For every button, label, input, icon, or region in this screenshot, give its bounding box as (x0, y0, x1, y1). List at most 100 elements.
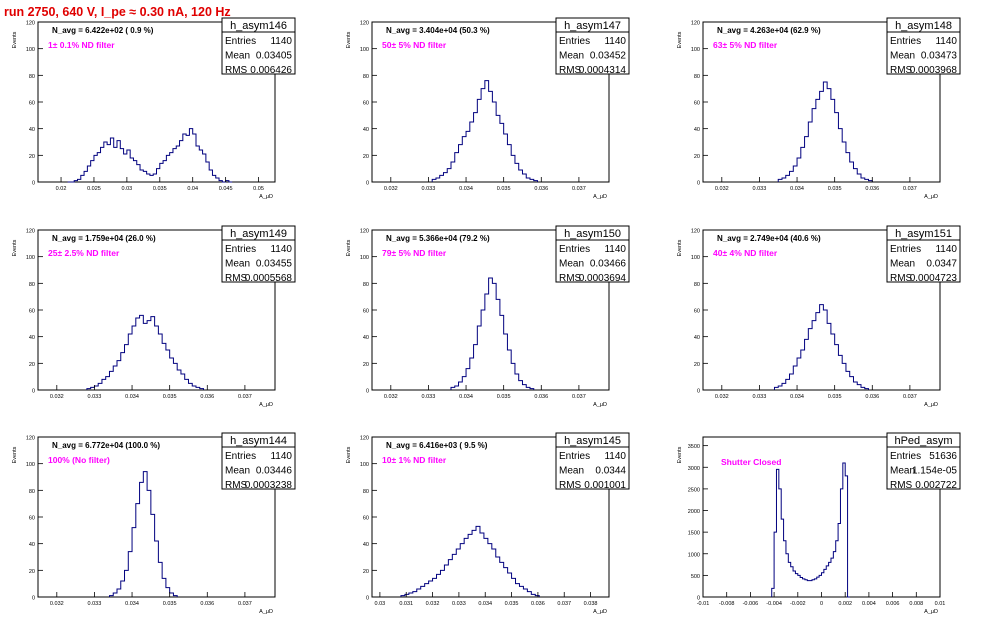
y-tick-label: 2500 (688, 487, 700, 493)
y-tick-label: 60 (694, 309, 700, 315)
y-tick-label: 80 (29, 282, 35, 288)
y-axis-label: Events (677, 446, 683, 463)
x-tick-label: 0.02 (56, 186, 67, 192)
x-tick-label: 0.035 (828, 394, 842, 400)
y-tick-label: 0 (366, 389, 369, 395)
stats-mean-value: 0.03405 (256, 51, 293, 62)
y-tick-label: 3500 (688, 444, 700, 450)
y-tick-label: 0 (32, 389, 35, 395)
stats-entries-value: 1140 (270, 244, 292, 255)
stats-rms-label: RMS (225, 65, 248, 76)
y-axis-label: Events (12, 446, 18, 463)
y-tick-label: 120 (691, 229, 700, 235)
y-tick-label: 60 (363, 309, 369, 315)
x-axis-label: A_μD (259, 402, 273, 408)
stats-rms-label: RMS (890, 65, 913, 76)
x-tick-label: 0.03 (122, 186, 133, 192)
x-tick-label: 0.034 (459, 186, 473, 192)
panel-h-asym149: 0 20 40 60 80 100 120 0.032 0.033 0.034 0.035 0.036… (12, 225, 296, 408)
stats-box (555, 432, 630, 490)
navg-label: N_avg = 4.263e+04 (62.9 %) (717, 26, 821, 35)
stats-mean-label: Mean (890, 51, 915, 62)
x-tick-label: 0.036 (865, 394, 879, 400)
panel-h-asym147: 0 20 40 60 80 100 120 0.032 0.033 0.034 0.035 0.036… (346, 17, 630, 200)
stats-box (886, 225, 961, 283)
y-tick-label: 20 (29, 569, 35, 575)
filter-annotation: 100% (No filter) (48, 455, 110, 465)
y-tick-label: 120 (691, 21, 700, 27)
stats-mean-label: Mean (890, 259, 915, 270)
y-tick-label: 100 (26, 462, 35, 468)
filter-annotation: 10± 1% ND filter (382, 455, 447, 465)
y-tick-label: 120 (26, 436, 35, 442)
stats-entries-value: 1140 (604, 451, 626, 462)
y-tick-label: 80 (363, 489, 369, 495)
y-tick-label: 80 (363, 282, 369, 288)
x-tick-label: 0.03 (375, 601, 386, 607)
x-tick-label: 0.034 (459, 394, 473, 400)
x-axis-label: A_μD (924, 609, 938, 615)
x-tick-label: 0.033 (88, 394, 102, 400)
filter-annotation: 25± 2.5% ND filter (48, 248, 120, 258)
y-tick-label: 40 (363, 335, 369, 341)
x-tick-label: 0.01 (935, 601, 946, 607)
y-tick-label: 20 (363, 362, 369, 368)
x-tick-label: 0.031 (399, 601, 413, 607)
x-tick-label: 0.035 (828, 186, 842, 192)
x-tick-label: 0.034 (125, 394, 139, 400)
stats-mean-value: 0.0347 (926, 259, 957, 270)
y-tick-label: 120 (26, 229, 35, 235)
stats-mean-label: Mean (559, 259, 584, 270)
x-tick-label: 0.025 (87, 186, 101, 192)
panel-hped-asym: 0 500 1000 1500 2000 2500 3000 3500 -0.01 -0.008 -… (677, 432, 961, 615)
filter-annotation: 1± 0.1% ND filter (48, 40, 115, 50)
stats-entries-value: 1140 (604, 244, 626, 255)
y-tick-label: 80 (363, 74, 369, 80)
y-tick-label: 100 (360, 255, 369, 261)
y-tick-label: 60 (29, 309, 35, 315)
y-axis-label: Events (677, 31, 683, 48)
y-tick-label: 0 (697, 389, 700, 395)
y-tick-label: 40 (29, 127, 35, 133)
x-tick-label: 0.006 (886, 601, 900, 607)
x-tick-label: -0.008 (719, 601, 735, 607)
panel-h-asym144: 0 20 40 60 80 100 120 0.032 0.033 0.034 0.035 0.036… (12, 432, 296, 615)
histogram-line (431, 80, 539, 182)
stats-mean-label: Mean (225, 51, 250, 62)
histogram-name: h_asym148 (895, 20, 952, 32)
histogram-name: h_asym146 (230, 20, 287, 32)
stats-rms-value: 0.0003694 (579, 273, 627, 284)
stats-mean-label: Mean (559, 51, 584, 62)
stats-rms-label: RMS (225, 273, 248, 284)
y-axis-label: Events (346, 239, 352, 256)
x-tick-label: 0.035 (153, 186, 167, 192)
y-tick-label: 20 (29, 154, 35, 160)
x-tick-label: 0.036 (534, 186, 548, 192)
navg-label: N_avg = 6.416e+03 ( 9.5 %) (386, 441, 488, 450)
filter-annotation: 79± 5% ND filter (382, 248, 447, 258)
stats-rms-label: RMS (559, 480, 582, 491)
stats-mean-value: 0.03452 (590, 51, 627, 62)
x-tick-label: 0.035 (163, 394, 177, 400)
stats-rms-value: 0.0004314 (579, 65, 627, 76)
stats-mean-value: 0.0344 (595, 466, 626, 477)
stats-entries-value: 1140 (270, 36, 292, 47)
x-tick-label: 0.037 (572, 394, 586, 400)
y-axis-label: Events (12, 239, 18, 256)
stats-rms-value: 0.0003238 (245, 480, 293, 491)
x-tick-label: 0.035 (497, 394, 511, 400)
stats-mean-label: Mean (225, 259, 250, 270)
histogram-name: h_asym144 (230, 435, 287, 447)
filter-annotation: Shutter Closed (721, 457, 781, 467)
x-tick-label: 0.036 (534, 394, 548, 400)
x-tick-label: -0.002 (790, 601, 806, 607)
y-tick-label: 120 (26, 21, 35, 27)
navg-label: N_avg = 5.366e+04 (79.2 %) (386, 234, 490, 243)
x-tick-label: 0.035 (505, 601, 519, 607)
y-axis-label: Events (12, 31, 18, 48)
stats-box (555, 17, 630, 75)
stats-rms-label: RMS (890, 273, 913, 284)
x-axis-label: A_μD (593, 402, 607, 408)
x-tick-label: 0.008 (909, 601, 923, 607)
x-tick-label: 0.032 (384, 186, 398, 192)
